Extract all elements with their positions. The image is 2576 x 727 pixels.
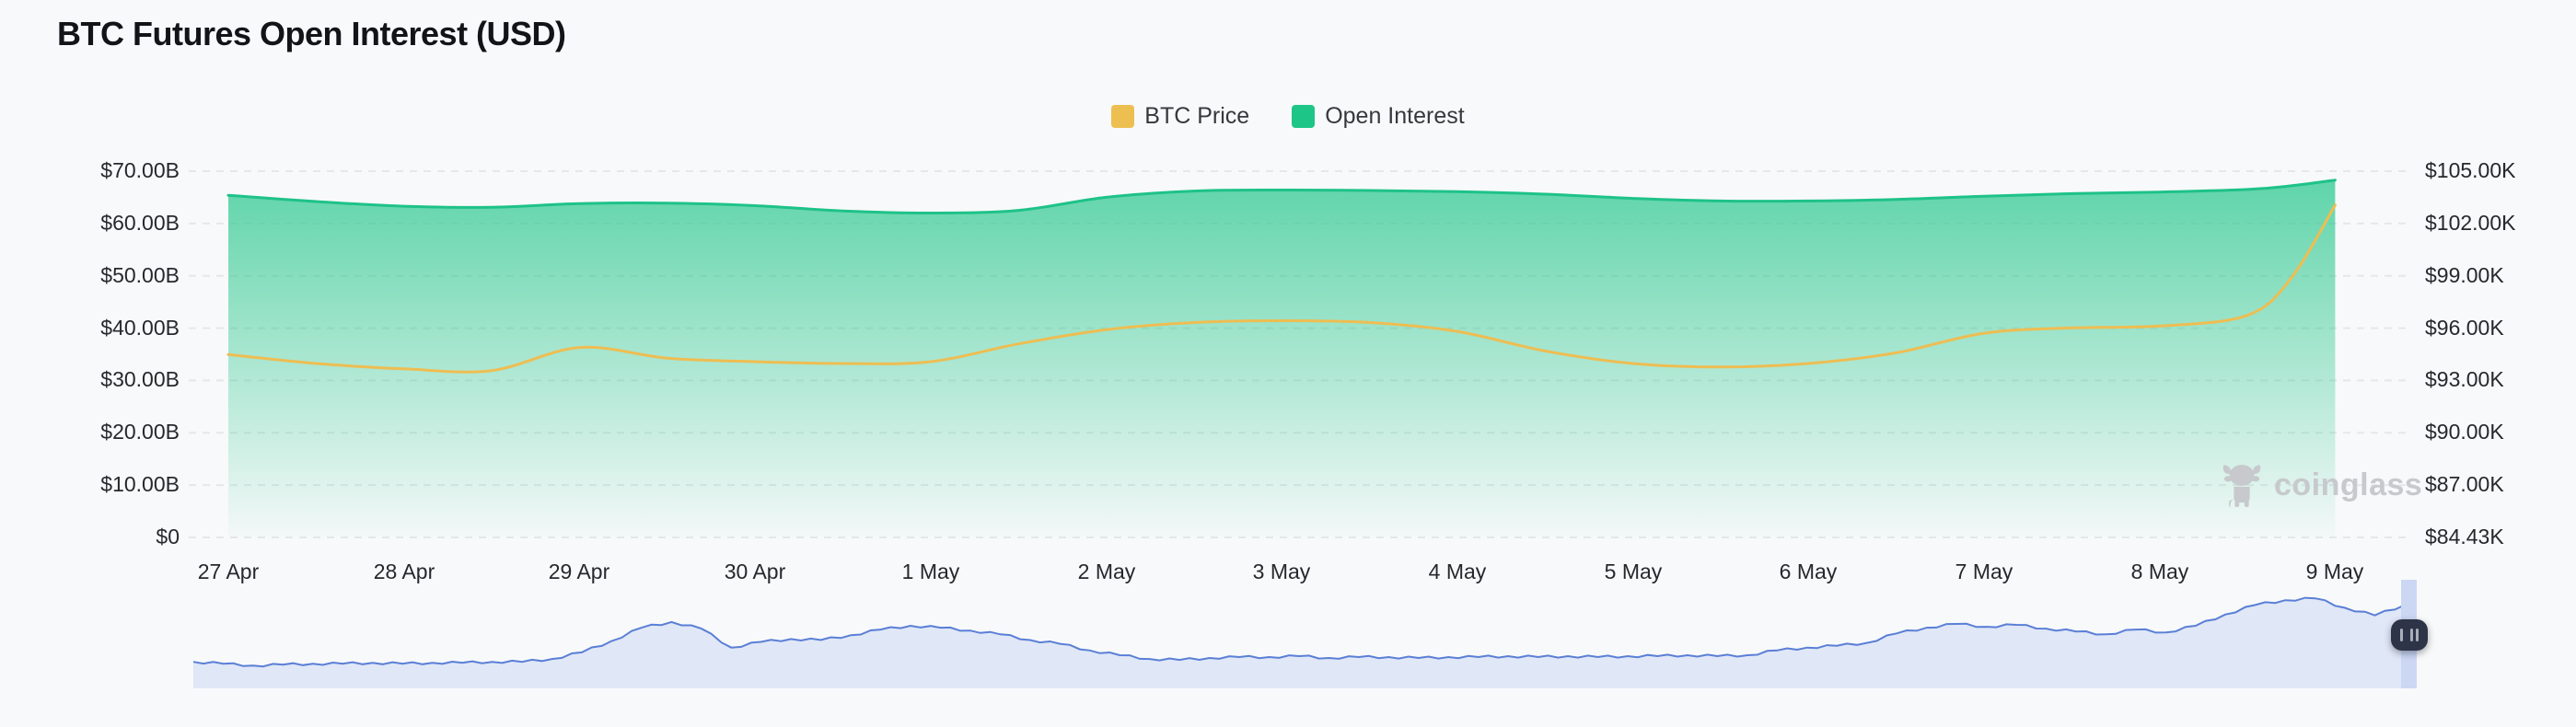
legend-label: Open Interest [1325, 102, 1465, 129]
legend-swatch [1292, 104, 1316, 128]
legend-label: BTC Price [1144, 102, 1250, 129]
left-axis-tick: $0 [156, 525, 180, 548]
x-axis-tick: 4 May [1428, 560, 1487, 583]
navigator-line [192, 596, 2406, 668]
x-axis-tick: 30 Apr [724, 560, 786, 583]
left-axis-tick: $20.00B [100, 420, 180, 444]
open-interest-line [226, 179, 2337, 215]
x-axis-tick: 8 May [2130, 560, 2189, 583]
plot-hover-area[interactable] [189, 171, 2408, 537]
handle-grip-bar [2400, 629, 2403, 641]
navigator-handle[interactable] [2391, 619, 2428, 651]
left-axis-tick: $30.00B [100, 367, 180, 391]
left-axis-tick: $50.00B [100, 263, 180, 287]
left-axis-tick: $40.00B [100, 316, 180, 340]
right-axis-tick: $96.00K [2425, 316, 2504, 340]
right-axis-tick: $90.00K [2425, 420, 2504, 444]
legend-item-btc-price[interactable]: BTC Price [1111, 103, 1249, 130]
x-axis-tick: 7 May [1955, 560, 2013, 583]
x-axis-tick: 9 May [2305, 560, 2364, 583]
right-axis-tick: $99.00K [2425, 263, 2504, 287]
right-axis-tick: $87.00K [2425, 472, 2504, 496]
legend-swatch [1111, 104, 1135, 128]
x-axis-tick: 1 May [901, 560, 960, 583]
x-axis-tick: 5 May [1604, 560, 1663, 583]
legend: BTC Price Open Interest [0, 99, 2576, 133]
page-title: BTC Futures Open Interest (USD) [57, 15, 566, 52]
navigator-area[interactable] [193, 597, 2405, 688]
right-axis-tick: $93.00K [2425, 367, 2504, 391]
handle-grip-bar [2410, 629, 2413, 641]
handle-grip-bar [2416, 629, 2419, 641]
left-axis-tick: $60.00B [100, 211, 180, 235]
x-axis-tick: 28 Apr [373, 560, 435, 583]
btc-price-line [226, 203, 2337, 374]
x-axis-tick: 2 May [1077, 560, 1136, 583]
left-axis-tick: $10.00B [100, 472, 180, 496]
right-axis-tick: $84.43K [2425, 525, 2504, 548]
left-axis-tick: $70.00B [100, 158, 180, 182]
legend-item-open-interest[interactable]: Open Interest [1292, 102, 1465, 130]
right-axis-tick: $102.00K [2425, 211, 2516, 235]
x-axis-tick: 27 Apr [197, 560, 260, 583]
x-axis-tick: 6 May [1779, 560, 1838, 583]
x-axis-tick: 3 May [1252, 560, 1311, 583]
open-interest-area [228, 179, 2336, 537]
right-axis-tick: $105.00K [2425, 158, 2516, 182]
x-axis-tick: 29 Apr [548, 560, 610, 583]
